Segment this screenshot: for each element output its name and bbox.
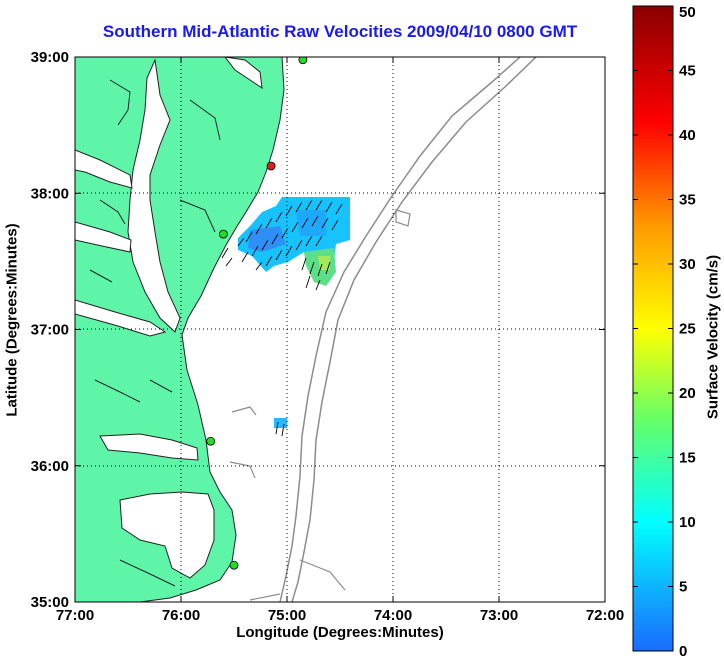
station-marker — [218, 229, 228, 239]
y-tick-label: 39:00 — [31, 49, 69, 66]
station-marker — [298, 57, 308, 65]
colorbar-tick-label: 15 — [679, 450, 696, 467]
x-axis-label: Longitude (Degrees:Minutes) — [236, 624, 444, 641]
colorbar-tick-label: 20 — [679, 385, 696, 402]
velocity-patch-core — [296, 210, 326, 236]
colorbar-tick-label: 45 — [679, 63, 696, 80]
depth-contour — [229, 209, 411, 601]
albemarle-sound — [99, 433, 199, 461]
y-tick-label: 36:00 — [31, 458, 69, 475]
velocity-patch-core — [248, 226, 286, 252]
colorbar-ticks: 0 5 10 15 20 25 30 35 40 45 50 — [633, 4, 696, 659]
velocity-patch-south — [274, 418, 287, 428]
colorbar — [632, 5, 674, 652]
velocity-vectors — [221, 199, 343, 437]
shoreline — [89, 79, 221, 587]
y-axis-ticks: 39:00 38:00 37:00 36:00 35:00 — [31, 49, 605, 611]
tidal-river — [75, 149, 133, 189]
y-tick-label: 38:00 — [31, 185, 69, 202]
delaware-bay — [224, 57, 263, 90]
tidal-river — [75, 299, 167, 337]
colorbar-tick-label: 30 — [679, 256, 696, 273]
colorbar-tick-label: 50 — [679, 4, 696, 21]
pamlico-sound — [119, 491, 215, 579]
x-axis-ticks: 77:00 76:00 75:00 74:00 73:00 72:00 — [56, 57, 624, 624]
y-axis-label: Latitude (Degrees:Minutes) — [3, 223, 21, 417]
y-tick-label: 37:00 — [31, 322, 69, 339]
depth-contour — [291, 57, 537, 602]
colorbar-tick-label: 35 — [679, 192, 696, 209]
station-marker — [229, 560, 239, 570]
station-marker — [206, 436, 216, 446]
y-tick-label: 35:00 — [31, 594, 69, 611]
x-tick-label: 77:00 — [56, 607, 94, 624]
chesapeake-bay — [127, 58, 181, 333]
x-tick-label: 75:00 — [268, 607, 306, 624]
depth-contour — [279, 57, 521, 602]
x-tick-label: 73:00 — [480, 607, 518, 624]
map-title: Southern Mid-Atlantic Raw Velocities 200… — [102, 22, 578, 41]
colorbar-tick-label: 10 — [679, 514, 696, 531]
station-markers — [206, 57, 308, 570]
station-marker — [266, 161, 276, 171]
tidal-river — [75, 221, 132, 253]
colorbar-tick-label: 0 — [679, 643, 687, 659]
x-tick-label: 74:00 — [374, 607, 412, 624]
colorbar-tick-label: 5 — [679, 579, 687, 596]
colorbar-tick-label: 25 — [679, 321, 696, 338]
x-tick-label: 72:00 — [586, 607, 624, 624]
colorbar-tick-label: 40 — [679, 127, 696, 144]
colorbar-label: Surface Velocity (cm/s) — [704, 254, 722, 420]
x-tick-label: 76:00 — [162, 607, 200, 624]
